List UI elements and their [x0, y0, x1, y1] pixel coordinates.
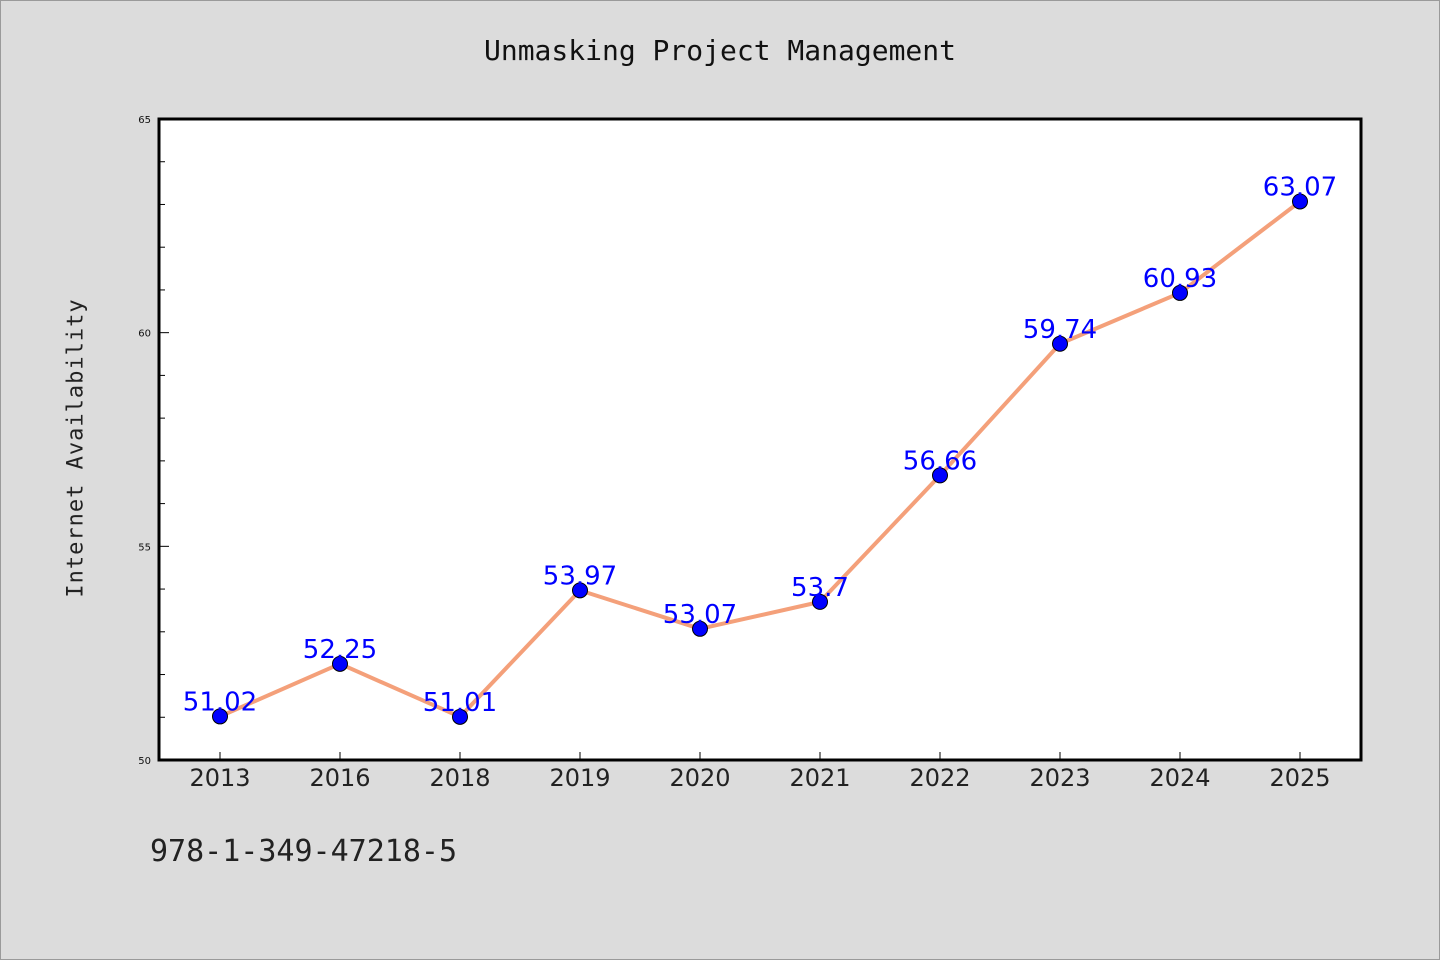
data-point	[332, 655, 348, 672]
x-tick-label: 2018	[429, 764, 490, 792]
data-point	[692, 620, 708, 637]
data-point	[932, 467, 948, 484]
data-markers	[212, 193, 1308, 725]
data-point	[452, 708, 468, 725]
footer-code: 978-1-349-47218-5	[150, 834, 458, 869]
x-tick-label: 2013	[189, 764, 250, 792]
x-axis: 2013 2016 2018 2019 2020 2021 2022 2023 2024 2025	[189, 752, 1331, 792]
data-point	[1172, 284, 1188, 301]
x-tick-label: 2021	[789, 764, 850, 792]
data-label: 56.66	[903, 446, 977, 476]
data-point	[212, 708, 228, 725]
y-tick-label: 55	[138, 542, 151, 553]
data-point	[1292, 193, 1308, 210]
x-tick-label: 2020	[669, 764, 730, 792]
data-point	[1052, 335, 1068, 352]
data-point	[812, 593, 828, 610]
y-tick-label: 50	[138, 756, 151, 767]
data-label: 60.93	[1143, 264, 1217, 294]
data-labels: 51.02 52.25 51.01 53.97 53.07 53.7 56.66 59.74 6…	[183, 172, 1337, 717]
data-label: 51.01	[423, 688, 497, 718]
data-label: 53.07	[663, 600, 737, 630]
x-tick-label: 2019	[549, 764, 610, 792]
chart-title: Unmasking Project Management	[483, 34, 956, 67]
data-label: 63.07	[1263, 172, 1337, 202]
y-tick-label: 65	[138, 115, 151, 126]
data-label: 53.7	[791, 573, 849, 603]
x-tick-label: 2025	[1269, 764, 1330, 792]
x-tick-label: 2016	[309, 764, 370, 792]
y-tick-label: 60	[138, 329, 151, 340]
data-label: 53.97	[543, 561, 617, 591]
x-tick-label: 2023	[1029, 764, 1090, 792]
y-axis: 50 55 60 65	[138, 115, 169, 767]
data-point	[572, 582, 588, 599]
data-label: 59.74	[1023, 315, 1097, 345]
series-line	[219, 199, 1302, 719]
plot-area	[157, 117, 1363, 762]
data-label: 51.02	[183, 687, 257, 717]
data-label: 52.25	[303, 635, 377, 665]
x-tick-label: 2024	[1149, 764, 1210, 792]
x-tick-label: 2022	[909, 764, 970, 792]
